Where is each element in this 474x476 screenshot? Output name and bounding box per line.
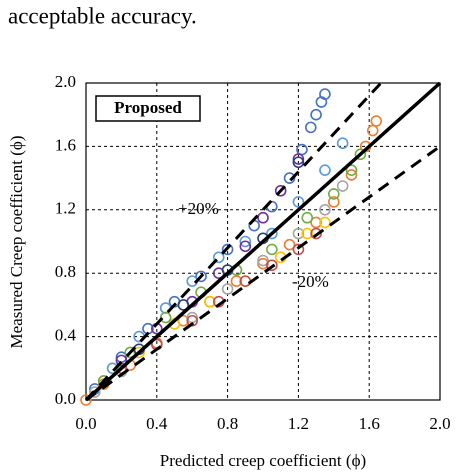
y-tick-label: 0.0	[55, 389, 76, 408]
point	[106, 362, 119, 375]
x-tick-label: 0.4	[146, 414, 168, 433]
point	[221, 243, 234, 256]
x-tick-label: 1.2	[288, 414, 309, 433]
y-tick-label: 0.4	[55, 326, 77, 345]
point	[301, 227, 314, 240]
x-tick-label: 2.0	[429, 414, 450, 433]
point	[274, 184, 287, 197]
point	[221, 283, 234, 295]
reference-line	[84, 81, 383, 402]
point	[301, 211, 314, 224]
point	[345, 164, 358, 176]
point	[257, 211, 269, 224]
point	[230, 275, 243, 287]
y-tick-label: 2.0	[55, 72, 76, 91]
x-axis-title: Predicted creep coefficient (ϕ)	[160, 451, 366, 470]
point	[310, 108, 322, 121]
point	[133, 346, 145, 359]
point	[292, 227, 305, 240]
x-tick-label: 0.8	[217, 414, 238, 433]
point	[266, 227, 278, 240]
point	[292, 153, 305, 165]
reference-line	[84, 81, 442, 402]
point	[266, 243, 278, 256]
x-tick-label: 1.6	[359, 414, 380, 433]
point	[292, 156, 305, 169]
point	[266, 259, 278, 272]
point	[283, 238, 296, 251]
point	[257, 254, 269, 267]
point	[319, 216, 331, 229]
point	[370, 115, 383, 127]
point	[336, 137, 349, 150]
point	[80, 394, 92, 406]
point	[239, 235, 252, 248]
point	[336, 180, 349, 192]
point	[283, 172, 296, 184]
point	[366, 124, 379, 137]
point	[319, 204, 331, 216]
point	[319, 88, 331, 100]
point	[292, 243, 305, 256]
caption: acceptable accuracy.	[8, 3, 197, 28]
point	[195, 270, 207, 283]
label-box	[95, 95, 201, 122]
point	[159, 311, 172, 324]
y-tick-label: 0.8	[55, 262, 76, 281]
y-tick-label: 1.6	[55, 135, 76, 154]
point	[319, 164, 331, 176]
point	[239, 240, 252, 253]
point	[310, 216, 322, 229]
y-axis-title: Measured Creep coefficient (ϕ)	[7, 135, 26, 348]
point	[212, 251, 225, 264]
point	[89, 386, 101, 398]
point	[292, 196, 305, 208]
annotation: -20%	[292, 272, 329, 291]
point	[304, 121, 317, 134]
point	[257, 257, 269, 270]
point	[354, 148, 367, 161]
point	[345, 169, 358, 181]
point	[310, 227, 322, 240]
reference-line	[85, 145, 441, 402]
point	[177, 299, 190, 311]
x-tick-label: 0.0	[75, 414, 96, 433]
plot-border	[85, 82, 441, 401]
point	[115, 354, 128, 367]
y-tick-label: 1.2	[55, 199, 76, 218]
point	[327, 196, 340, 208]
label-box-text: Proposed	[114, 98, 182, 117]
annotation: +20%	[178, 199, 219, 218]
point	[204, 295, 216, 308]
point	[327, 188, 340, 200]
